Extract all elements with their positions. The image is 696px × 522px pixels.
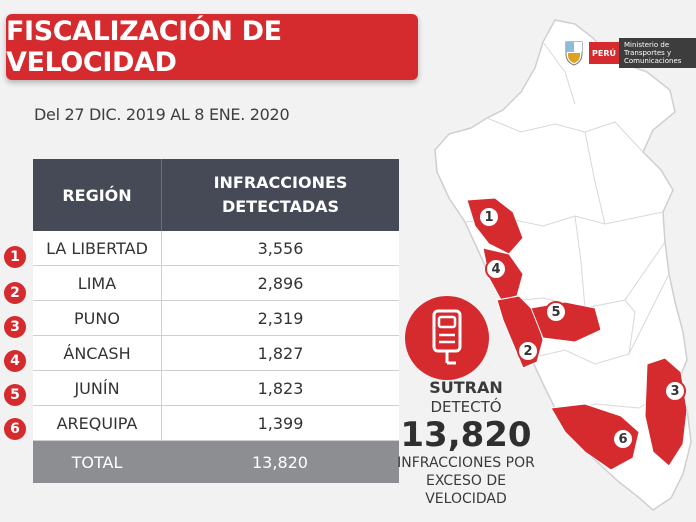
row-value: 1,399 [257,413,304,433]
table-row: ÁNCASH 1,827 [33,336,399,371]
row-value: 1,827 [257,343,304,363]
logo-ministry: Ministerio de Transportes y Comunicacion… [618,38,696,68]
rank-badge: 4 [4,350,26,372]
row-value: 2,319 [257,308,304,328]
table-row: LIMA 2,896 [33,266,399,301]
callout-agency: SUTRAN [429,378,503,397]
rank-badge: 1 [4,246,26,268]
speed-sensor-icon [432,309,462,365]
callout-infractions: INFRACCIONES POR [397,455,535,471]
rank-badge: 2 [4,282,26,304]
row-region: LIMA [33,266,162,300]
header-region: REGIÓN [33,159,162,231]
date-range: Del 27 DIC. 2019 AL 8 ENE. 2020 [34,105,290,124]
total-label: TOTAL [71,452,123,472]
row-value: 2,896 [257,273,304,293]
peru-map-outline [434,19,692,511]
row-value: 1,823 [257,378,304,398]
logo-country: PERÚ [589,42,619,64]
ministry-logo: PERÚ Ministerio de Transportes y Comunic… [563,38,696,68]
coat-of-arms-icon [565,41,583,66]
table-row: AREQUIPA 1,399 [33,406,399,441]
table-row: PUNO 2,319 [33,301,399,336]
row-region: PUNO [33,301,162,335]
map-label: 5 [545,301,567,323]
region-arequipa [550,403,640,471]
row-value: 3,556 [257,238,304,258]
table-header: REGIÓN INFRACCIONES DETECTADAS [33,159,399,231]
rank-badge: 6 [4,418,26,440]
row-region: ÁNCASH [33,336,162,370]
map-label: 2 [517,340,539,362]
callout-detected: DETECTÓ [430,398,502,416]
table-row: LA LIBERTAD 3,556 [33,231,399,266]
sutran-callout: SUTRAN DETECTÓ 13,820 INFRACCIONES POR E… [390,378,542,508]
callout-speeding: EXCESO DE VELOCIDAD [425,473,507,507]
row-region: LA LIBERTAD [33,231,162,265]
table-total-row: TOTAL 13,820 [33,441,399,483]
speed-sensor-badge [405,296,489,380]
callout-total: 13,820 [400,415,532,455]
row-region: JUNÍN [33,371,162,405]
page-title: FISCALIZACIÓN DE VELOCIDAD [6,16,282,78]
infractions-table: REGIÓN INFRACCIONES DETECTADAS LA LIBERT… [33,159,399,483]
title-banner: FISCALIZACIÓN DE VELOCIDAD [6,14,418,80]
map-label: 6 [612,428,634,450]
total-value: 13,820 [252,452,308,472]
map-label: 1 [478,206,500,228]
rank-badge: 5 [4,384,26,406]
map-label: 4 [485,258,507,280]
map-label: 3 [664,380,686,402]
row-region: AREQUIPA [33,406,162,440]
table-row: JUNÍN 1,823 [33,371,399,406]
rank-badge: 3 [4,316,26,338]
header-infractions: INFRACCIONES DETECTADAS [213,173,348,216]
